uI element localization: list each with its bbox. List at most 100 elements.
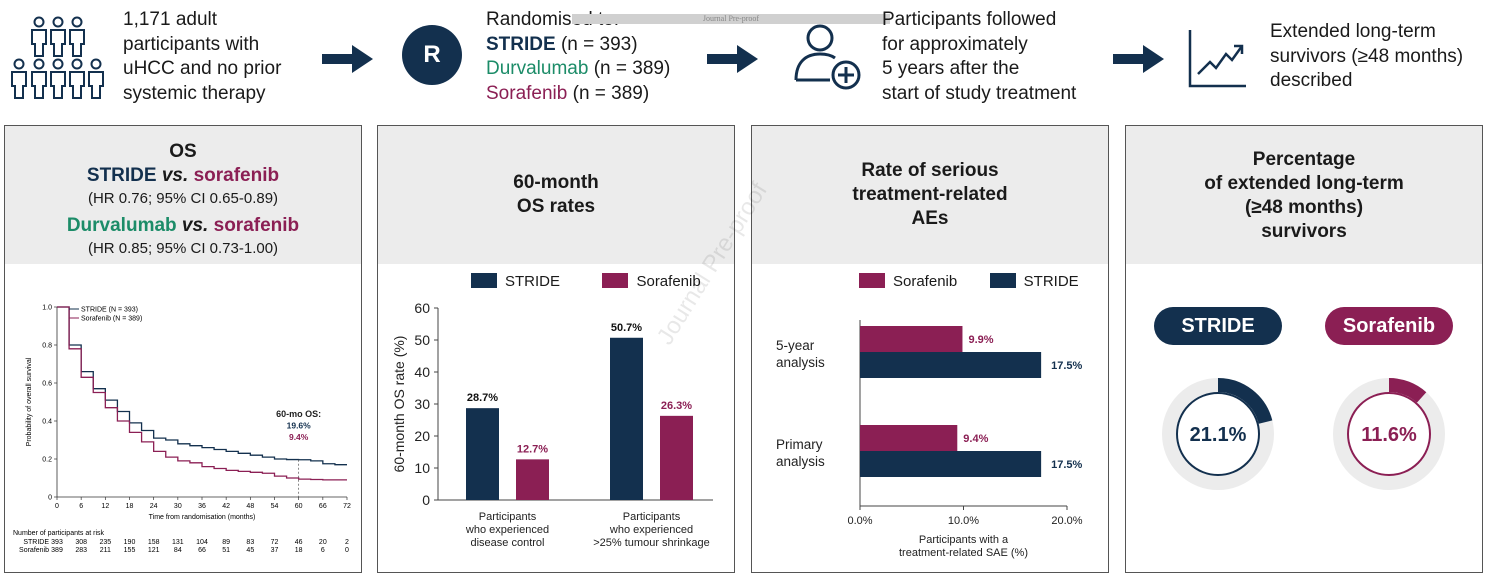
km-x-tick-label: 6 — [79, 503, 83, 510]
km-y-tick-label: 0.6 — [42, 381, 52, 388]
step2-sora-n: (n = 389) — [567, 82, 650, 104]
os60-title-line1: 60-month — [513, 172, 599, 193]
km-x-tick-label: 60 — [295, 503, 303, 510]
km-x-tick-label: 66 — [319, 503, 327, 510]
donut-inner-ring — [1347, 392, 1431, 476]
step4-text: Extended long-term survivors (≥48 months… — [1270, 20, 1463, 94]
km-y-tick-label: 0.4 — [42, 419, 52, 426]
add-user-icon — [790, 20, 865, 100]
km-y-tick-label: 0.2 — [42, 457, 52, 464]
sae-title-line3: AEs — [911, 208, 949, 229]
os60-legend-sora: Sorafenib — [636, 273, 701, 290]
lts-title-line2: of extended long-term — [1204, 173, 1404, 194]
step4-line2: survivors (≥48 months) — [1270, 45, 1464, 67]
km-curve-sorafenib — [57, 306, 347, 481]
step4-line1: Extended long-term — [1270, 21, 1436, 42]
km-risk-value: 308 — [75, 539, 87, 546]
lts-title-line1: Percentage — [1252, 149, 1356, 170]
os60-bar-stride — [466, 408, 499, 500]
step4-line3: described — [1270, 70, 1353, 91]
donut-label: 21.1% — [1190, 424, 1247, 446]
km-risk-value: 37 — [271, 547, 279, 554]
sae-bar-stride — [860, 352, 1042, 378]
trend-chart-icon — [1186, 28, 1248, 95]
os60-bar-label: 12.7% — [517, 443, 548, 455]
step2-stride-n: (n = 393) — [555, 33, 638, 55]
sae-category-label: analysis — [776, 355, 825, 370]
donut-segment-stride — [1217, 378, 1273, 425]
km-annot-title: 60-mo OS: — [276, 409, 321, 419]
km-x-label: Time from randomisation (months) — [149, 514, 256, 521]
os60-category-label: who experienced — [465, 524, 549, 536]
sae-x-label: treatment-related SAE (%) — [899, 547, 1028, 559]
arrow-right-icon — [1113, 45, 1164, 73]
os60-y-tick-label: 50 — [414, 332, 430, 348]
os-cmp2-a: Durvalumab — [66, 215, 177, 236]
sae-x-tick-label: 10.0% — [948, 515, 979, 527]
arrow-right-icon — [707, 45, 758, 73]
lts-panel: Percentage of extended long-term (≥48 mo… — [1125, 125, 1483, 573]
os60-bar-label: 26.3% — [661, 400, 692, 412]
os-cmp2-stats: (HR 0.85; 95% CI 0.73-1.00) — [87, 240, 279, 257]
km-risk-value: 283 — [75, 547, 87, 554]
km-y-tick-label: 1.0 — [42, 305, 52, 312]
km-x-tick-label: 36 — [198, 503, 206, 510]
km-x-tick-label: 0 — [55, 503, 59, 510]
os60-category-label: who experienced — [609, 524, 693, 536]
km-risk-row-label: STRIDE — [23, 539, 49, 546]
km-x-tick-label: 48 — [246, 503, 254, 510]
os60-bar-stride — [610, 337, 643, 500]
os60-y-tick-label: 20 — [414, 428, 430, 444]
step3-text: Participants followed for approximately … — [882, 8, 1076, 106]
km-x-tick-label: 72 — [343, 503, 351, 510]
os-cmp1-stats: (HR 0.76; 95% CI 0.65-0.89) — [87, 190, 279, 207]
sae-title-line1: Rate of serious — [861, 160, 999, 181]
sae-legend: Sorafenib STRIDE — [859, 273, 1079, 291]
km-x-tick-label: 42 — [222, 503, 230, 510]
sae-bar-sorafenib — [860, 425, 958, 451]
step2-sora-label: Sorafenib — [486, 82, 568, 104]
os60-title-line2: OS rates — [516, 196, 596, 217]
km-y-tick-label: 0 — [48, 495, 52, 502]
randomisation-badge: R — [402, 25, 462, 85]
km-risk-value: 104 — [196, 539, 208, 546]
km-risk-value: 83 — [246, 539, 254, 546]
os60-y-tick-label: 10 — [414, 460, 430, 476]
os60-y-tick-label: 60 — [414, 300, 430, 316]
os60-y-label: 60-month OS rate (%) — [391, 336, 407, 473]
sae-x-tick-label: 20.0% — [1051, 515, 1082, 527]
sae-category-label: analysis — [776, 454, 825, 469]
os60-chart: 0 10 20 30 40 50 60 60-month OS rate (%) 28.7% 12… — [391, 300, 713, 549]
participants-icon — [10, 12, 110, 107]
os60-category-label: Participants — [479, 511, 537, 523]
os60-legend: STRIDE Sorafenib — [471, 273, 701, 291]
km-risk-value: 46 — [295, 539, 303, 546]
step2-durva-label: Durvalumab — [486, 58, 589, 79]
lts-panel-header: Percentage of extended long-term (≥48 mo… — [1126, 126, 1482, 264]
km-risk-title: Number of participants at risk — [13, 530, 105, 537]
sae-chart: 0.0% 10.0% 20.0% Participants with atreatme… — [776, 320, 1083, 559]
sorafenib-pill: Sorafenib — [1325, 307, 1453, 345]
legend-swatch-stride — [471, 273, 497, 288]
sae-x-label: Participants with a — [919, 534, 1009, 546]
sae-bar-label: 9.9% — [968, 334, 993, 346]
km-risk-value: 84 — [174, 547, 182, 554]
km-x-tick-label: 18 — [126, 503, 134, 510]
sae-legend-stride: STRIDE — [1023, 273, 1079, 290]
legend-swatch-stride — [989, 273, 1016, 288]
legend-swatch-sorafenib — [602, 273, 629, 288]
lts-title-line4: survivors — [1261, 221, 1347, 242]
sae-legend-sora: Sorafenib — [893, 273, 958, 290]
os60-bar-sorafenib — [516, 459, 549, 500]
os60-y-tick-label: 40 — [414, 364, 430, 380]
os-panel-header: OS STRIDE vs. sorafenib (HR 0.76; 95% CI… — [5, 126, 361, 264]
os-title: OS — [169, 141, 197, 162]
sae-bar-sorafenib — [860, 326, 963, 352]
km-risk-value: 158 — [148, 539, 160, 546]
km-risk-value: 18 — [295, 547, 303, 554]
step3-line2: for approximately — [882, 33, 1028, 55]
os60-category-label: >25% tumour shrinkage — [593, 537, 709, 549]
km-risk-value: 190 — [124, 539, 136, 546]
os60-y-tick-label: 30 — [414, 396, 430, 412]
km-x-tick-label: 54 — [271, 503, 279, 510]
